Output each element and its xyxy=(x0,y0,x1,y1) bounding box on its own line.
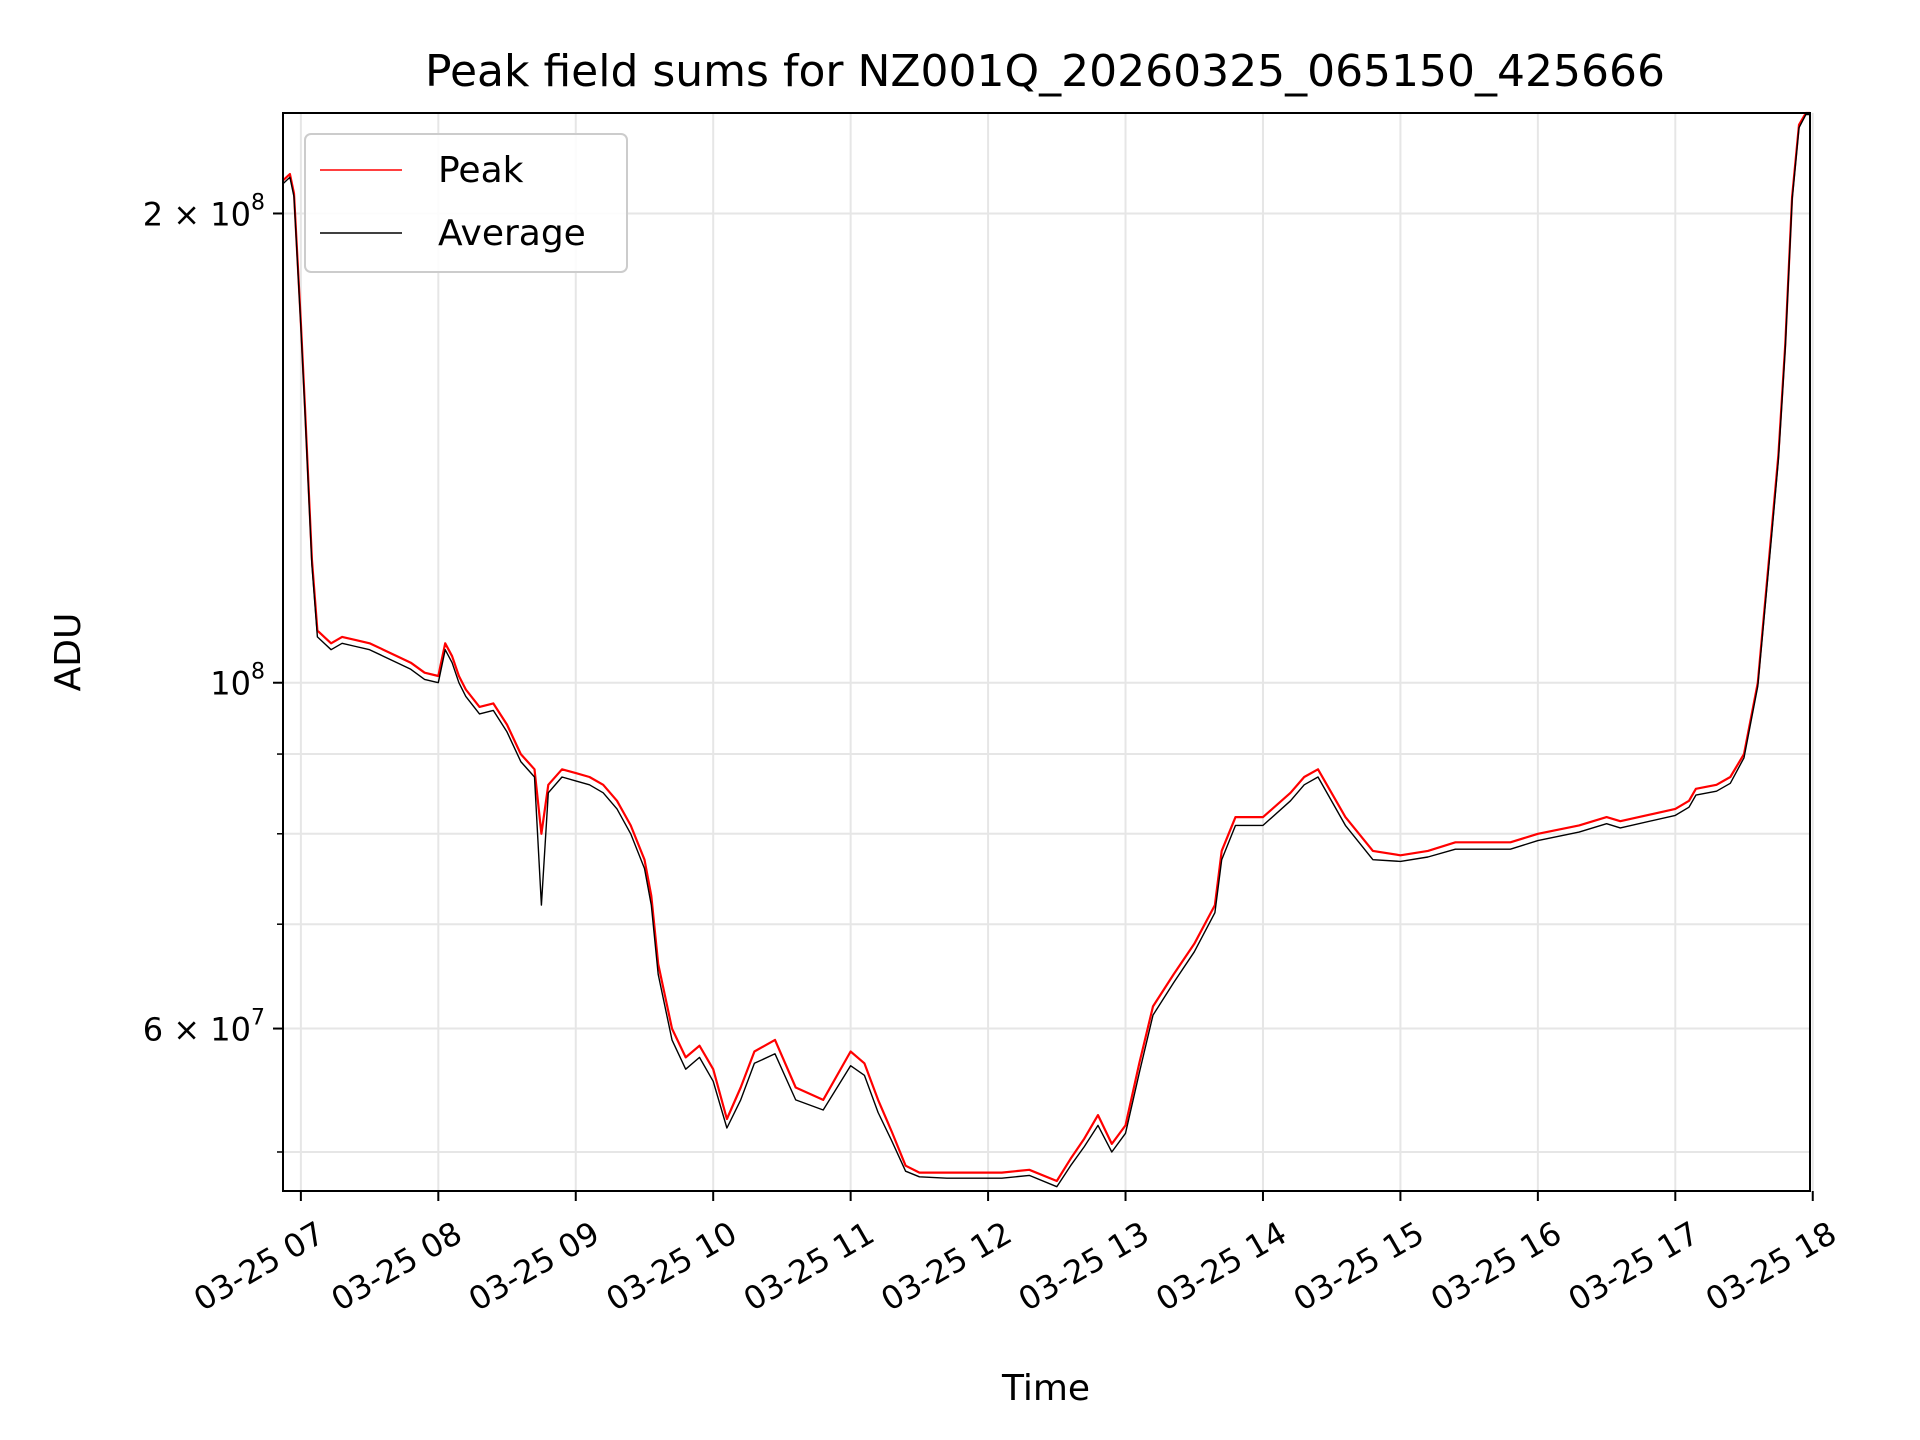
y-tick-exponent: 7 xyxy=(251,1006,265,1031)
series-layer xyxy=(282,111,1810,1188)
x-axis-label: Time xyxy=(1001,1368,1090,1409)
grid xyxy=(283,113,1814,1191)
y-tick-label: 108 xyxy=(210,660,265,703)
y-axis-label: ADU xyxy=(48,613,89,692)
y-tick-base: 10 xyxy=(210,665,251,703)
y-tick-label: 6 × 107 xyxy=(143,1006,265,1049)
legend-label-peak: Peak xyxy=(438,150,524,191)
y-tick-label: 2 × 108 xyxy=(143,190,265,233)
series-line-average xyxy=(282,113,1810,1188)
y-tick-exponent: 8 xyxy=(251,660,265,685)
y-tick-base: 6 × 10 xyxy=(143,1011,251,1049)
series-line-peak xyxy=(282,111,1810,1183)
plot-frame xyxy=(282,112,1811,1192)
chart-title: Peak field sums for NZ001Q_20260325_0651… xyxy=(425,46,1665,97)
legend-label-average: Average xyxy=(438,213,586,254)
y-tick-exponent: 8 xyxy=(251,190,265,215)
y-tick-base: 2 × 10 xyxy=(143,195,251,233)
legend: Peak Average xyxy=(304,133,628,273)
legend-box xyxy=(304,133,628,273)
